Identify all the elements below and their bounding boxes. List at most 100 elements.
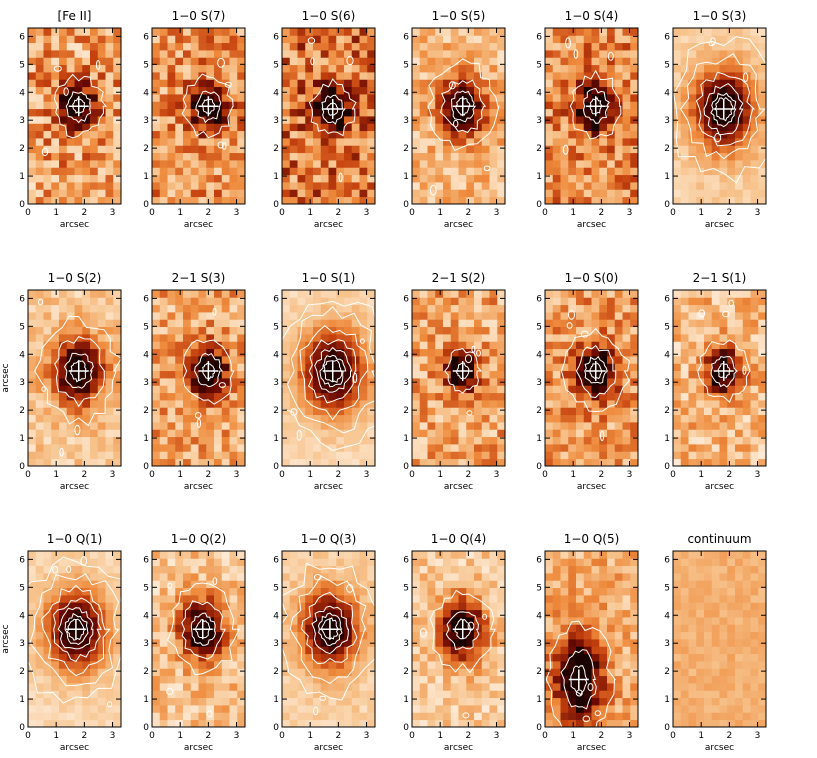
- heatmap-cell: [51, 436, 60, 445]
- heatmap-cell: [607, 101, 616, 110]
- heatmap-cell: [113, 86, 121, 95]
- x-tick-label: 0: [149, 208, 155, 218]
- heatmap-cell: [159, 400, 168, 408]
- heatmap-cell: [35, 50, 44, 58]
- heatmap-cell: [90, 152, 99, 161]
- heatmap-cell: [313, 356, 322, 364]
- heatmap-cell: [614, 86, 623, 95]
- heatmap-cell: [568, 370, 577, 379]
- heatmap-cell: [221, 697, 230, 706]
- heatmap-cell: [607, 422, 616, 430]
- heatmap-cell: [450, 196, 459, 204]
- heatmap-cell: [214, 145, 223, 154]
- heatmap-cell: [545, 326, 554, 335]
- heatmap-cell: [497, 356, 505, 364]
- heatmap-cell: [35, 123, 44, 132]
- x-axis-label: arcsec: [314, 482, 343, 492]
- heatmap-cell: [735, 123, 744, 132]
- heatmap-cell: [206, 407, 215, 416]
- heatmap-cell: [696, 290, 705, 298]
- heatmap-cell: [742, 334, 751, 342]
- heatmap-cell: [742, 94, 751, 102]
- heatmap-cell: [198, 356, 207, 364]
- heatmap-cell: [552, 363, 561, 372]
- heatmap-cell: [552, 101, 561, 110]
- heatmap-cell: [229, 422, 238, 430]
- x-axis-label: arcsec: [184, 482, 213, 492]
- heatmap-cell: [351, 429, 360, 438]
- heatmap-cell: [175, 363, 184, 372]
- heatmap-cell: [489, 429, 498, 438]
- heatmap-cell: [35, 451, 44, 460]
- heatmap-cell: [313, 196, 322, 204]
- heatmap-cell: [719, 414, 728, 423]
- heatmap-cell: [758, 28, 766, 36]
- heatmap-cell: [82, 363, 91, 372]
- heatmap-cell: [159, 42, 168, 51]
- heatmap-cell: [758, 64, 766, 73]
- heatmap-cell: [351, 152, 360, 161]
- heatmap-cell: [313, 363, 322, 372]
- heatmap-cell: [237, 363, 245, 372]
- heatmap-cell: [159, 602, 168, 611]
- heatmap-cell: [229, 631, 238, 640]
- heatmap-cell: [622, 334, 631, 342]
- heatmap-cell: [351, 646, 360, 655]
- heatmap-cell: [183, 108, 192, 117]
- heatmap-cell: [435, 429, 444, 438]
- heatmap-cell: [466, 400, 475, 408]
- heatmap-cell: [367, 189, 375, 198]
- heatmap-cell: [688, 363, 697, 372]
- heatmap-cell: [82, 617, 91, 625]
- heatmap-cell: [229, 57, 238, 66]
- heatmap-cell: [359, 675, 368, 684]
- heatmap-cell: [82, 580, 91, 589]
- heatmap-cell: [282, 587, 291, 596]
- heatmap-cell: [28, 174, 37, 183]
- heatmap-cell: [359, 297, 368, 306]
- heatmap-cell: [591, 444, 600, 452]
- heatmap-cell: [750, 312, 759, 320]
- heatmap-cell: [344, 639, 353, 647]
- heatmap-cell: [630, 64, 638, 73]
- heatmap-cell: [359, 363, 368, 372]
- heatmap-cell: [630, 370, 638, 379]
- heatmap-cell: [175, 675, 184, 684]
- x-tick-label: 3: [755, 208, 761, 218]
- heatmap-cell: [190, 86, 199, 95]
- heatmap-cell: [545, 370, 554, 379]
- heatmap-cell: [214, 697, 223, 706]
- heatmap-cell: [591, 348, 600, 357]
- panel-frame: [544, 289, 639, 467]
- heatmap-cell: [214, 50, 223, 58]
- heatmap-cell: [43, 334, 52, 342]
- contour-line: [584, 355, 609, 384]
- heatmap-cell: [82, 422, 91, 430]
- heatmap-cell: [28, 675, 37, 684]
- heatmap-cell: [214, 101, 223, 110]
- heatmap-cell: [35, 94, 44, 102]
- heatmap-cell: [359, 407, 368, 416]
- heatmap-cell: [97, 28, 106, 36]
- contour-island: [743, 72, 749, 83]
- heatmap-cell: [229, 79, 238, 88]
- heatmap-cell: [97, 304, 106, 313]
- heatmap-cell: [427, 422, 436, 430]
- heatmap-cell: [435, 422, 444, 430]
- heatmap-cell: [297, 407, 306, 416]
- heatmap-cell: [167, 565, 176, 574]
- heatmap-cell: [328, 580, 337, 589]
- heatmap-cell: [183, 326, 192, 335]
- heatmap-cell: [305, 565, 314, 574]
- heatmap-cell: [696, 407, 705, 416]
- heatmap-cell: [214, 609, 223, 618]
- y-tick-label: 6: [403, 294, 409, 304]
- heatmap-cell: [113, 189, 121, 198]
- heatmap-cell: [175, 42, 184, 51]
- heatmap-cell: [497, 138, 505, 146]
- heatmap-cell: [443, 348, 452, 357]
- heatmap-cell: [97, 101, 106, 110]
- contour-island: [52, 565, 58, 574]
- heatmap-cell: [320, 196, 329, 204]
